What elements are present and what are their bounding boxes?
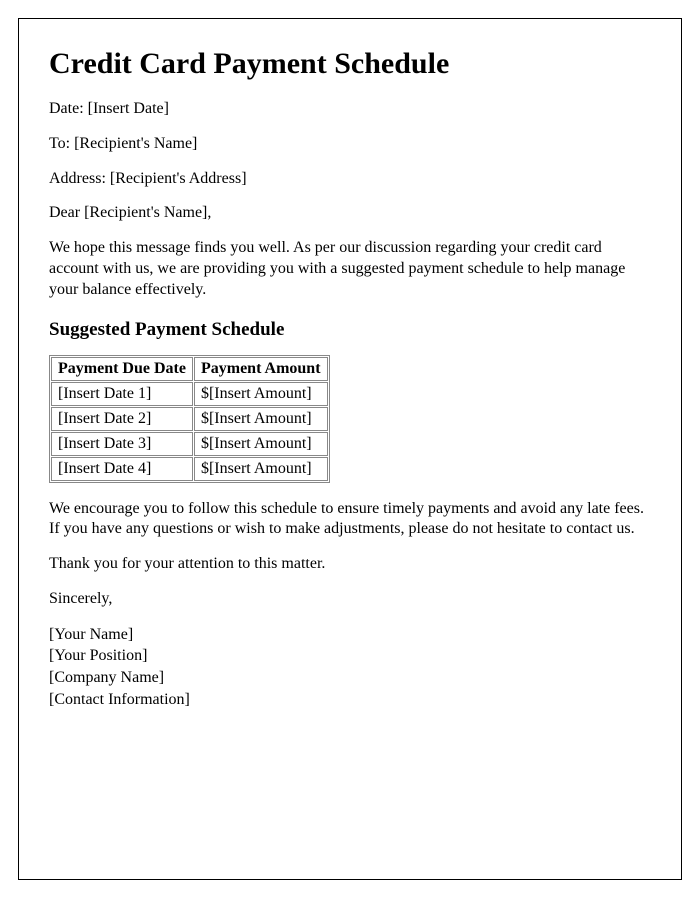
thanks-line: Thank you for your attention to this mat… (49, 554, 651, 575)
table-row: [Insert Date 4] $[Insert Amount] (51, 457, 328, 481)
signature-block: [Your Name] [Your Position] [Company Nam… (49, 624, 651, 710)
table-row: [Insert Date 1] $[Insert Amount] (51, 382, 328, 406)
intro-paragraph: We hope this message finds you well. As … (49, 238, 651, 300)
page-title: Credit Card Payment Schedule (49, 47, 651, 81)
payment-schedule-table: Payment Due Date Payment Amount [Insert … (49, 355, 330, 483)
signature-contact: [Contact Information] (49, 689, 651, 711)
cell-amount: $[Insert Amount] (194, 407, 328, 431)
cell-amount: $[Insert Amount] (194, 457, 328, 481)
table-header-row: Payment Due Date Payment Amount (51, 357, 328, 381)
cell-due-date: [Insert Date 2] (51, 407, 193, 431)
cell-due-date: [Insert Date 4] (51, 457, 193, 481)
cell-amount: $[Insert Amount] (194, 432, 328, 456)
to-line: To: [Recipient's Name] (49, 134, 651, 155)
cell-due-date: [Insert Date 1] (51, 382, 193, 406)
closing-paragraph: We encourage you to follow this schedule… (49, 499, 651, 541)
signature-name: [Your Name] (49, 624, 651, 646)
table-row: [Insert Date 2] $[Insert Amount] (51, 407, 328, 431)
col-header-due-date: Payment Due Date (51, 357, 193, 381)
signature-company: [Company Name] (49, 667, 651, 689)
cell-due-date: [Insert Date 3] (51, 432, 193, 456)
cell-amount: $[Insert Amount] (194, 382, 328, 406)
salutation: Dear [Recipient's Name], (49, 203, 651, 224)
address-line: Address: [Recipient's Address] (49, 169, 651, 190)
col-header-amount: Payment Amount (194, 357, 328, 381)
document-page: Credit Card Payment Schedule Date: [Inse… (18, 18, 682, 880)
date-line: Date: [Insert Date] (49, 99, 651, 120)
signature-position: [Your Position] (49, 645, 651, 667)
schedule-heading: Suggested Payment Schedule (49, 319, 651, 341)
table-row: [Insert Date 3] $[Insert Amount] (51, 432, 328, 456)
signoff: Sincerely, (49, 589, 651, 610)
